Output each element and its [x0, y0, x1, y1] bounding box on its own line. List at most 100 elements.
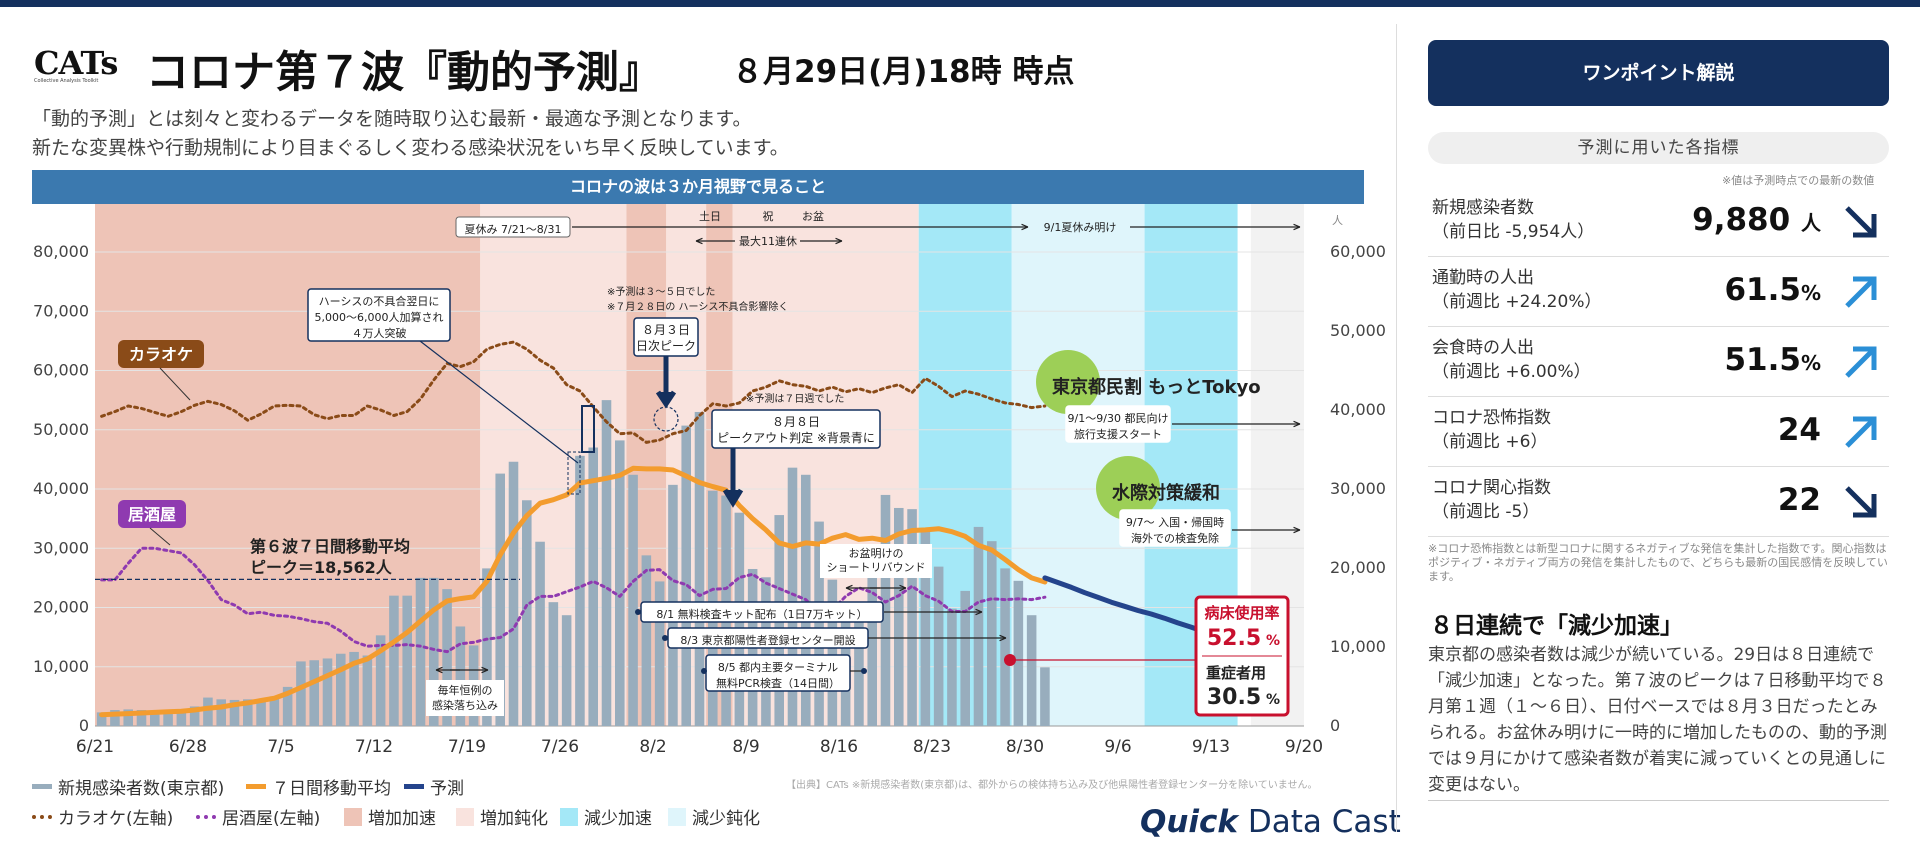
kit-arrow-head	[975, 608, 983, 616]
y-tick-left: 20,000	[33, 598, 89, 617]
x-tick-label: 8/30	[1006, 737, 1044, 757]
case-bar	[787, 467, 798, 726]
indicator-name: コロナ関心指数 （前週比 -5）	[1432, 478, 1551, 522]
case-bar	[296, 661, 306, 726]
peakout-box-text: ８月８日	[772, 415, 820, 429]
hers-dashed	[567, 451, 581, 495]
kit-note-text: 8/1 無料検査キット配布（1日7万キット）	[656, 607, 867, 621]
legend-izakaya: 居酒屋(左軸)	[196, 804, 320, 829]
case-bar	[322, 658, 333, 726]
bed-dot	[1004, 654, 1016, 666]
case-bar	[987, 541, 997, 726]
case-bar	[150, 712, 160, 726]
case-bar	[535, 541, 545, 726]
case-bar	[1040, 667, 1050, 726]
holiday-obon: お盆	[802, 209, 824, 223]
y-tick-left: 10,000	[33, 657, 89, 676]
obon-arrow-left-head	[845, 584, 853, 592]
indicator-value: 61.5%	[1724, 272, 1821, 308]
border-circle	[1096, 456, 1160, 520]
y-tick-right: 20,000	[1330, 558, 1386, 577]
indicator-dining: 会食時の人出 （前週比 +6.00%） 51.5%	[1428, 326, 1889, 397]
case-bar	[1013, 580, 1024, 726]
motto-title: 東京都民割 もっとTokyo	[1052, 376, 1261, 398]
summer-label	[455, 216, 571, 238]
x-tick-label: 7/5	[267, 737, 294, 757]
case-bar	[894, 507, 904, 726]
x-tick-label: 9/13	[1192, 737, 1230, 757]
sixth-wave-label: 第６波７日間移動平均	[250, 537, 410, 556]
x-tick-label: 9/20	[1285, 737, 1323, 757]
case-bar	[575, 455, 585, 726]
trend-up-arrow-icon	[1845, 416, 1877, 448]
annual-note-2: 感染落ち込み	[432, 698, 498, 712]
case-bar	[973, 526, 984, 726]
indicator-value: 22	[1777, 482, 1821, 518]
case-bar	[176, 710, 187, 726]
as-of-timestamp: ８月29日(月)18時 時点	[732, 54, 1075, 90]
case-bar	[947, 608, 957, 726]
source-note: 【出典】CATs ※新規感染者数(東京都)は、都外からの検体持ち込み及び他県陽性…	[786, 780, 1318, 791]
column-divider	[1396, 24, 1397, 832]
izakaya-pointer	[149, 527, 171, 546]
x-tick-label: 9/6	[1104, 737, 1131, 757]
case-bar	[309, 660, 319, 726]
peak-circle	[653, 406, 679, 432]
x-tick-label: 7/26	[541, 737, 579, 757]
case-bar	[654, 581, 665, 726]
chart-banner: コロナの波は３か月視野で見ること	[32, 170, 1364, 204]
summer-label-text: 夏休み 7/21〜8/31	[465, 223, 562, 236]
case-bar	[442, 589, 452, 726]
case-bar	[495, 473, 505, 726]
case-bar	[1026, 615, 1037, 726]
case-bar	[694, 411, 705, 726]
case-bar	[933, 566, 944, 726]
case-bar	[628, 474, 638, 726]
infection-chart: 0 10,000 20,000 30,000 40,000 50,000 60,000 70,…	[33, 204, 1386, 757]
case-bar	[96, 712, 107, 726]
karaoke-line	[100, 340, 1047, 444]
y-tick-right: 10,000	[1330, 637, 1386, 656]
izakaya-line	[100, 546, 1047, 654]
legend-inc-slow: 増加鈍化	[456, 804, 548, 829]
border-sub-text: 9/7〜 入国・帰国時	[1126, 516, 1224, 529]
case-bar	[1000, 568, 1010, 726]
hers-pointer	[419, 340, 579, 464]
border-sub-text: 海外での検査免除	[1131, 531, 1219, 545]
severe-value: 30.5	[1207, 685, 1261, 710]
karaoke-badge	[118, 340, 204, 368]
motto-sub	[1065, 405, 1171, 443]
peakout-box	[711, 409, 881, 449]
case-bar	[203, 697, 213, 726]
case-bar	[482, 568, 492, 726]
border-title: 水際対策緩和	[1112, 482, 1220, 504]
case-bar	[641, 555, 652, 726]
case-bar	[601, 400, 612, 726]
forecast-note-1: ※予測は３〜５日でした	[607, 285, 715, 298]
annual-arrow-right-head	[481, 666, 489, 674]
case-bar	[880, 494, 891, 726]
case-bar	[588, 447, 598, 726]
bed-label: 病床使用率	[1204, 604, 1279, 622]
center-note-text: 8/3 東京都陽性者登録センター開設	[680, 633, 855, 647]
motto-sub-text: 9/1〜9/30 都民向け	[1068, 411, 1169, 425]
case-bar	[761, 577, 771, 726]
peakout-arrow	[722, 448, 744, 508]
motto-circle	[1036, 350, 1100, 414]
indicator-value: 24	[1777, 412, 1821, 448]
case-bar	[349, 651, 359, 726]
long-holiday-label: 最大11連休	[739, 234, 797, 248]
y-tick-left: 0	[79, 716, 89, 735]
indicator-note: ※値は予測時点での最新の数値	[1722, 174, 1875, 187]
case-bar	[389, 595, 399, 726]
case-bar	[429, 577, 439, 726]
bed-pct: %	[1266, 633, 1280, 649]
sixth-wave-peak: ピーク＝18,562人	[250, 558, 393, 577]
holiday-national: 祝	[763, 209, 774, 223]
cats-logo: CATs Collective Analysis Toolkit	[34, 44, 118, 84]
center-arrow-head	[999, 634, 1007, 642]
case-bar	[907, 509, 917, 726]
forecast-note-2: ※７月２８日の ハーシス不具合影響除く	[607, 300, 788, 313]
y-tick-right: 30,000	[1330, 479, 1386, 498]
case-bar	[508, 461, 519, 726]
